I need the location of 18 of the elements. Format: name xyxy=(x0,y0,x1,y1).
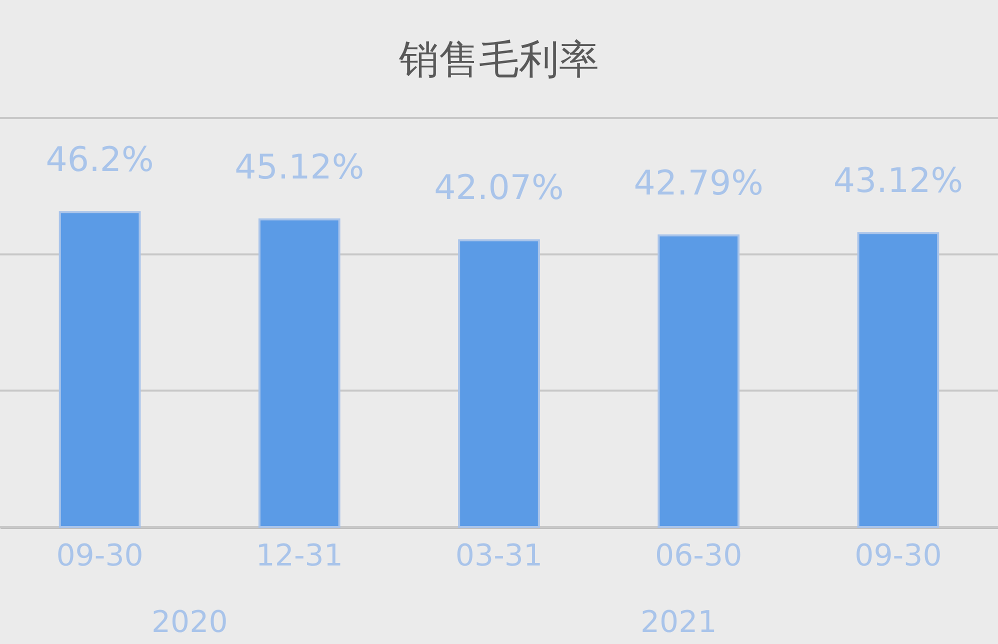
chart-title: 销售毛利率 xyxy=(398,37,599,83)
bar xyxy=(857,232,940,528)
text: 2020 xyxy=(151,605,228,640)
text: 2021 xyxy=(640,605,717,640)
data-label: 46.2% xyxy=(46,140,154,180)
data-label: 45.12% xyxy=(234,147,364,188)
bar xyxy=(58,211,141,528)
x-tick-label: 12-31 xyxy=(256,538,343,574)
bar xyxy=(658,234,740,528)
data-label: 43.12% xyxy=(833,161,964,202)
bar xyxy=(258,218,340,528)
x-tick-label: 09-30 xyxy=(854,538,942,574)
bar xyxy=(458,239,540,528)
x-tick-label: 06-30 xyxy=(655,538,742,574)
data-label: 42.79% xyxy=(634,163,764,204)
data-label: 42.07% xyxy=(434,168,564,208)
x-tick-label: 03-31 xyxy=(455,538,543,574)
x-tick-label: 09-30 xyxy=(56,538,144,574)
